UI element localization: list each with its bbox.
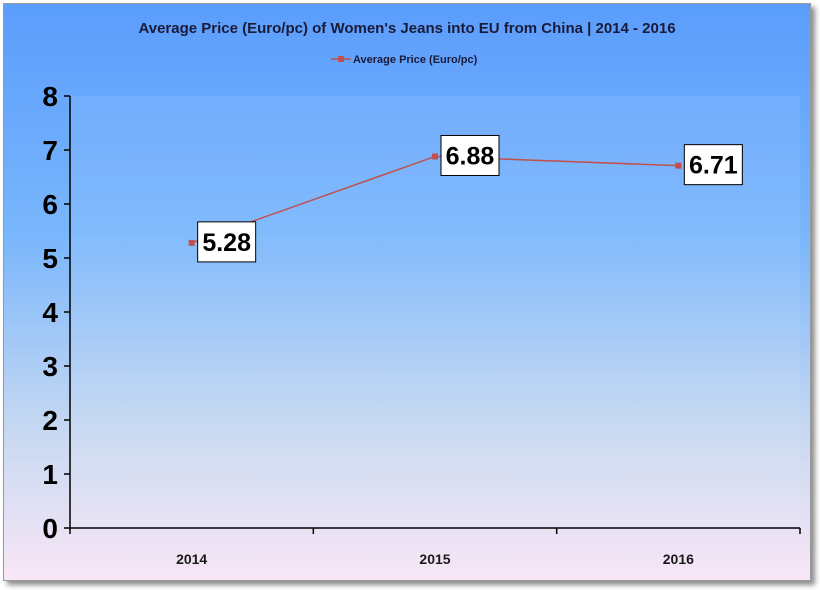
- data-point: [188, 239, 195, 246]
- y-tick-label: 2: [42, 405, 58, 436]
- legend-label: Average Price (Euro/pc): [353, 54, 478, 66]
- data-point: [432, 153, 438, 160]
- chart-canvas: Average Price (Euro/pc) of Women's Jeans…: [42, 20, 801, 567]
- y-tick-label: 1: [42, 459, 58, 490]
- data-label-box: [440, 134, 500, 176]
- y-tick-label: 8: [42, 81, 58, 112]
- data-label: 6.71: [683, 144, 743, 186]
- data-label-box: [683, 144, 743, 186]
- chart-frame: Average Price (Euro/pc) of Women's Jeans…: [3, 3, 811, 581]
- x-tick-label: 2015: [419, 551, 450, 567]
- data-label-text: 5.28: [202, 229, 251, 257]
- legend-marker: [338, 56, 344, 62]
- x-tick-label: 2014: [176, 551, 207, 567]
- data-label-text: 6.71: [689, 152, 738, 180]
- data-label: 6.88: [440, 134, 500, 176]
- chart-title: Average Price (Euro/pc) of Women's Jeans…: [138, 20, 675, 37]
- y-tick-label: 7: [42, 135, 58, 166]
- x-tick-label: 2016: [663, 551, 694, 567]
- legend: Average Price (Euro/pc): [331, 54, 478, 66]
- data-labels: 5.28 6.88 6.71: [197, 134, 743, 263]
- y-tick-label: 0: [42, 513, 58, 544]
- y-ticks: 0 1 2 3 4 5 6 7 8: [42, 81, 70, 544]
- data-label: 5.28: [197, 221, 257, 263]
- data-point: [675, 162, 682, 169]
- y-tick-label: 5: [42, 243, 58, 274]
- y-tick-label: 6: [42, 189, 58, 220]
- x-ticks: 2014 2015 2016: [69, 528, 801, 567]
- data-label-box: [197, 221, 257, 263]
- data-label-text: 6.88: [446, 142, 495, 170]
- y-tick-label: 3: [42, 351, 58, 382]
- y-tick-label: 4: [42, 297, 58, 328]
- series-markers: [188, 153, 682, 246]
